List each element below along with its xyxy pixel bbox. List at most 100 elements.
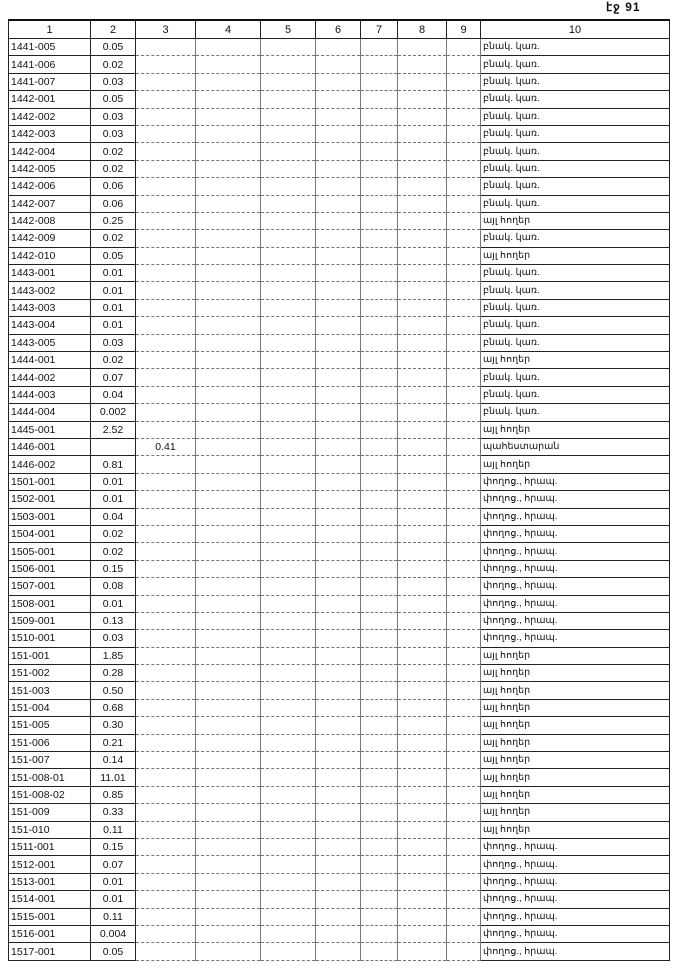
- cell-col-7: [360, 733, 398, 753]
- cell-col-10: փողոց., հրապ.: [480, 837, 670, 857]
- cell-col-10: այլ հողեր: [480, 698, 670, 718]
- cell-col-1: 1506-001: [8, 559, 91, 579]
- cell-col-1: 1513-001: [8, 872, 91, 892]
- cell-col-8: [397, 820, 447, 839]
- cell-col-6: [315, 211, 361, 231]
- cell-col-5: [260, 177, 316, 196]
- cell-col-1: 1442-007: [8, 194, 91, 213]
- cell-col-1: 1442-006: [8, 177, 91, 196]
- cell-col-9: [446, 716, 481, 735]
- cell-col-3: [135, 716, 196, 735]
- cell-col-5: [260, 472, 316, 492]
- page-number: էջ 91: [606, 0, 641, 14]
- cell-col-9: [446, 455, 481, 474]
- cell-col-1: 1443-001: [8, 264, 91, 283]
- cell-col-3: [135, 611, 196, 631]
- cell-col-7: [360, 37, 398, 57]
- cell-col-4: [195, 785, 261, 805]
- cell-col-4: [195, 629, 261, 648]
- cell-col-1: 1442-005: [8, 159, 91, 179]
- cell-col-4: [195, 472, 261, 492]
- cell-col-10: բնակ. կառ.: [480, 55, 670, 74]
- cell-col-6: [315, 55, 361, 74]
- cell-col-6: [315, 872, 361, 892]
- cell-col-8: [397, 577, 447, 596]
- cell-col-4: [195, 594, 261, 613]
- cell-col-5: [260, 385, 316, 405]
- cell-col-10: այլ հողեր: [480, 751, 670, 770]
- cell-col-1: 1516-001: [8, 924, 91, 944]
- cell-col-10: փողոց., հրապ.: [480, 629, 670, 648]
- cell-col-4: [195, 229, 261, 248]
- cell-col-1: 1443-005: [8, 333, 91, 353]
- cell-col-4: [195, 524, 261, 544]
- cell-col-10: այլ հողեր: [480, 820, 670, 839]
- cell-col-10: այլ հողեր: [480, 420, 670, 439]
- cell-col-7: [360, 246, 398, 266]
- cell-col-2: 0.01: [90, 298, 136, 318]
- cell-col-1: 1443-004: [8, 316, 91, 335]
- table-row: 1510-001 0.03 փողոց., հրապ.: [8, 629, 670, 648]
- cell-col-9: [446, 211, 481, 231]
- cell-col-9: [446, 177, 481, 196]
- cell-col-7: [360, 368, 398, 387]
- cell-col-3: [135, 368, 196, 387]
- cell-col-6: [315, 733, 361, 753]
- cell-col-1: 151-001: [8, 646, 91, 666]
- cell-col-2: 0.15: [90, 837, 136, 857]
- cell-col-6: [315, 507, 361, 526]
- cell-col-8: [397, 37, 447, 57]
- cell-col-8: [397, 942, 447, 961]
- cell-col-4: [195, 403, 261, 422]
- cell-col-3: [135, 803, 196, 822]
- cell-col-1: 1441-006: [8, 55, 91, 74]
- cell-col-1: 151-010: [8, 820, 91, 839]
- cell-col-2: 0.01: [90, 890, 136, 909]
- cell-col-3: [135, 507, 196, 526]
- cell-col-8: [397, 368, 447, 387]
- cell-col-4: [195, 646, 261, 666]
- cell-col-4: [195, 698, 261, 718]
- table-row: 1502-001 0.01 փողոց., հրապ.: [8, 490, 670, 509]
- cell-col-7: [360, 107, 398, 126]
- cell-col-3: [135, 455, 196, 474]
- cell-col-7: [360, 211, 398, 231]
- cell-col-10: այլ հողեր: [480, 681, 670, 700]
- cell-col-10: բնակ. կառ.: [480, 37, 670, 57]
- cell-col-9: [446, 785, 481, 805]
- table-row: 1442-010 0.05 այլ հողեր: [8, 246, 670, 266]
- cell-col-10: բնակ. կառ.: [480, 403, 670, 422]
- cell-col-9: [446, 264, 481, 283]
- cell-col-10: այլ հողեր: [480, 351, 670, 370]
- cell-col-8: [397, 907, 447, 926]
- cell-col-7: [360, 611, 398, 631]
- cell-col-10: այլ հողեր: [480, 664, 670, 683]
- cell-col-2: 0.04: [90, 385, 136, 405]
- cell-col-2: 2.52: [90, 420, 136, 439]
- cell-col-10: փողոց., հրապ.: [480, 924, 670, 944]
- cell-col-10: բնակ. կառ.: [480, 72, 670, 92]
- table-row: 1442-009 0.02 բնակ. կառ.: [8, 229, 670, 248]
- cell-col-1: 1505-001: [8, 542, 91, 561]
- table-row: 1504-001 0.02 փողոց., հրապ.: [8, 524, 670, 544]
- cell-col-5: [260, 211, 316, 231]
- cell-col-7: [360, 490, 398, 509]
- cell-col-6: [315, 333, 361, 353]
- cell-col-3: [135, 90, 196, 109]
- cell-col-7: [360, 559, 398, 579]
- cell-col-2: 0.05: [90, 942, 136, 961]
- cell-col-1: 1441-005: [8, 37, 91, 57]
- cell-col-3: [135, 55, 196, 74]
- cell-col-6: [315, 385, 361, 405]
- cell-col-3: [135, 594, 196, 613]
- cell-col-2: 0.01: [90, 594, 136, 613]
- cell-col-3: [135, 72, 196, 92]
- cell-col-7: [360, 351, 398, 370]
- cell-col-6: [315, 90, 361, 109]
- cell-col-2: 0.14: [90, 751, 136, 770]
- cell-col-1: 1442-009: [8, 229, 91, 248]
- cell-col-9: [446, 872, 481, 892]
- cell-col-7: [360, 577, 398, 596]
- cell-col-4: [195, 385, 261, 405]
- cell-col-8: [397, 751, 447, 770]
